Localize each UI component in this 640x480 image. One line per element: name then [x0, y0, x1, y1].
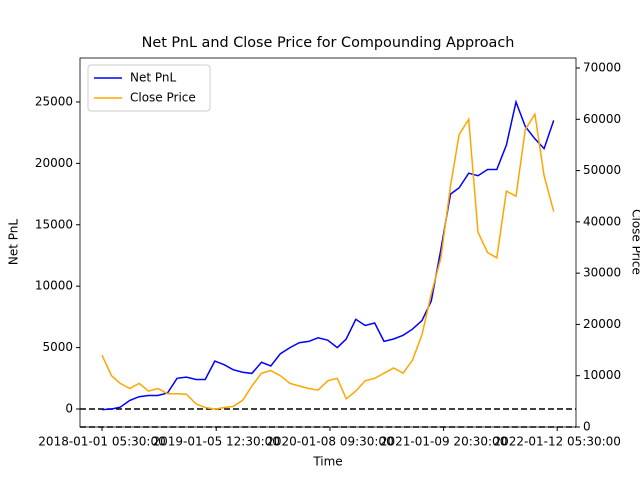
y2-tick-label: 0 — [583, 420, 591, 434]
x-tick-label: 2018-01-01 05:30:00 — [38, 435, 165, 449]
legend-label: Close Price — [130, 91, 196, 105]
y2-tick-label: 60000 — [583, 112, 621, 126]
x-tick-label: 2022-01-12 05:30:00 — [493, 435, 620, 449]
x-axis-label: Time — [312, 455, 342, 469]
y2-tick-label: 40000 — [583, 214, 621, 228]
x-tick-label: 2019-01-05 12:30:00 — [152, 435, 279, 449]
x-tick-label: 2020-01-08 09:30:00 — [266, 435, 393, 449]
y2-tick-label: 10000 — [583, 368, 621, 382]
series-line — [101, 112, 555, 410]
y-tick-label: 20000 — [35, 156, 73, 170]
legend-label: Net PnL — [130, 71, 177, 85]
legend-box — [87, 64, 211, 112]
y-tick-label: 5000 — [42, 340, 73, 354]
series-line — [101, 99, 555, 411]
y-tick-label: 10000 — [35, 279, 73, 293]
y2-axis-label: Close Price — [630, 209, 640, 275]
y2-tick-label: 30000 — [583, 266, 621, 280]
y-tick-label: 0 — [65, 401, 73, 415]
y-tick-label: 15000 — [35, 217, 73, 231]
y2-tick-label: 70000 — [583, 61, 621, 75]
x-tick-label: 2021-01-09 20:30:00 — [380, 435, 507, 449]
y2-tick-label: 50000 — [583, 163, 621, 177]
y-axis-label: Net PnL — [7, 219, 21, 266]
y2-tick-label: 20000 — [583, 317, 621, 331]
plot-frame — [79, 57, 577, 428]
chart-title: Net PnL and Close Price for Compounding … — [142, 35, 515, 51]
y-tick-label: 25000 — [35, 94, 73, 108]
